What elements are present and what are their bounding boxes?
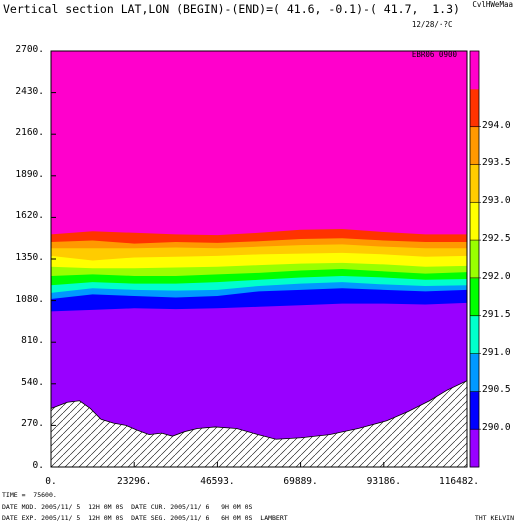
colorbar-segment (470, 51, 479, 90)
colorbar-level-label: 292.5 (482, 233, 511, 245)
colorbar-segment (470, 202, 479, 241)
date-exp-line: DATE EXP. 2005/11/ 5 12H 0M 0S DATE SEG.… (2, 514, 288, 522)
y-tick-label: 270. (21, 418, 44, 430)
colorbar-level-label: 290.0 (482, 422, 511, 434)
x-tick-label: 46593. (200, 476, 235, 487)
colorbar-level-label: 293.5 (482, 157, 511, 169)
colorbar-segment (470, 429, 479, 468)
y-tick-label: 540. (21, 376, 44, 388)
date-mod-line: DATE MOD. 2005/11/ 5 12H 0M 0S DATE CUR.… (2, 503, 253, 511)
terrain (51, 380, 467, 467)
colorbar-level-label: 291.0 (482, 346, 511, 358)
date-stamp: 12/28/·?C EBR06 0900 (412, 0, 457, 70)
date-line-2: EBR06 0900 (411, 50, 457, 59)
model-label: CvlHWeMaa (472, 0, 513, 9)
x-tick-label: 0. (45, 476, 57, 487)
colorbar-segment (470, 353, 479, 392)
variable-label: THT KELVIN (474, 514, 514, 522)
x-tick-label: 93186. (366, 476, 401, 487)
colorbar-level-label: 293.0 (482, 195, 511, 207)
colorbar-level-label: 290.5 (482, 384, 511, 396)
colorbar-level-label: 291.5 (482, 308, 511, 320)
date-line-1: 12/28/·?C (411, 20, 453, 29)
contour-band-lowest (51, 302, 467, 467)
y-tick-label: 1890. (15, 168, 44, 180)
colorbar-segment (470, 240, 479, 279)
colorbar-segment (470, 88, 479, 128)
colorbar-level-label: 292.0 (482, 270, 511, 282)
y-tick-label: 2160. (15, 127, 44, 139)
y-tick-label: 2700. (15, 44, 44, 55)
colorbar-segment (470, 164, 479, 203)
x-tick-label: 69889. (283, 476, 318, 487)
y-tick-label: 810. (21, 335, 44, 347)
y-tick-label: 1620. (15, 210, 44, 222)
time-label: TIME = 75600. (2, 491, 57, 499)
colorbar-level-label: 294.0 (482, 119, 511, 131)
y-tick-label: 1350. (15, 252, 44, 263)
x-tick-label: 116482. (438, 476, 480, 487)
y-tick-label: 0. (32, 460, 44, 471)
colorbar (469, 50, 481, 468)
colorbar-segment (470, 391, 479, 430)
x-tick-label: 23296. (117, 476, 152, 487)
y-tick-label: 2430. (15, 85, 44, 97)
chart-title: Vertical section LAT,LON (BEGIN)-(END)=(… (3, 2, 460, 16)
y-tick-label: 1080. (15, 293, 44, 305)
colorbar-segment (470, 315, 479, 355)
colorbar-segment (470, 126, 479, 165)
colorbar-frame (469, 50, 480, 468)
colorbar-segment (470, 277, 479, 317)
